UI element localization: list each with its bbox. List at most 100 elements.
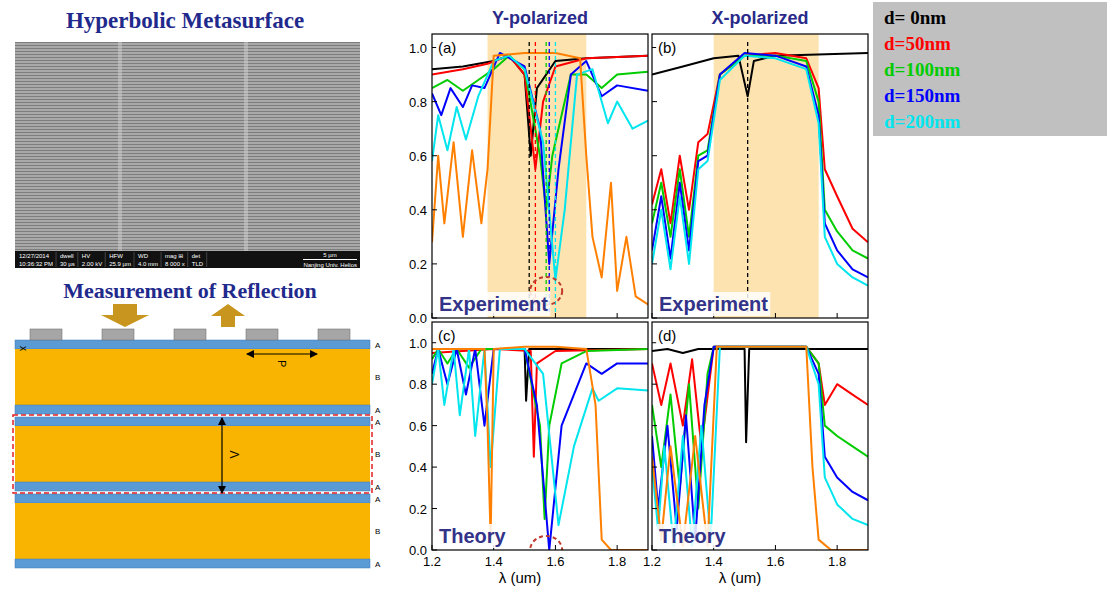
figure: 0.00.20.40.60.81.0(a)ExperimentY-polariz… [0, 0, 1112, 590]
x-tick [617, 313, 618, 318]
y-tick [432, 209, 437, 210]
y-tick-label: 0.6 [409, 149, 427, 164]
sem-info-value: 10:36:32 PM [19, 261, 53, 267]
y-tick [432, 384, 437, 385]
y-tick [432, 263, 437, 264]
y-tick-label: 0.8 [409, 95, 427, 110]
layer [15, 559, 370, 568]
highlight-circle [530, 536, 562, 550]
layer-label: A [375, 495, 381, 504]
x-tick [652, 313, 653, 318]
incident-arrow [101, 304, 149, 327]
y-tick-label: 1.0 [409, 336, 427, 351]
sem-info-head: mag ⊞ [165, 253, 183, 259]
unit-cell-box [13, 415, 372, 493]
layer-label: B [375, 527, 380, 536]
sem-info-value: 25.9 µm [109, 261, 131, 267]
y-tick [432, 425, 437, 426]
axis-label: x [18, 346, 29, 351]
legend-entry: d= 0nm [884, 7, 946, 28]
x-axis-title: λ (um) [719, 569, 762, 586]
sem-info-value: 2.00 kV [82, 261, 102, 267]
legend-entry: d=200nm [884, 111, 960, 132]
layer-label: A [375, 483, 381, 492]
marker-line [747, 42, 748, 314]
x-tick [432, 313, 433, 318]
series-line [652, 53, 868, 96]
text-patch [437, 292, 550, 316]
x-tick [837, 545, 838, 550]
left-panel: Hyperbolic Metasurface12/27/201410:36:32… [13, 8, 381, 569]
sem-divider [134, 252, 135, 267]
x-tick-label: 1.6 [766, 554, 784, 569]
grating [174, 329, 206, 340]
sem-band [118, 42, 122, 252]
panel-title: X-polarized [711, 8, 808, 28]
layer [15, 405, 370, 414]
text-patch [436, 326, 458, 345]
series-line [432, 349, 648, 550]
layer [15, 340, 370, 349]
x-tick-label: 1.4 [485, 554, 503, 569]
legend-box [873, 2, 1107, 136]
x-tick [617, 545, 618, 550]
y-tick [652, 425, 657, 426]
x-tick [432, 545, 433, 550]
y-tick [652, 550, 657, 551]
sem-info-head: dwell [60, 253, 74, 259]
sem-image [15, 42, 360, 268]
y-tick [652, 467, 657, 468]
plot-bg [432, 322, 648, 550]
y-tick [652, 155, 657, 156]
layer-label: A [375, 341, 381, 350]
sem-divider [206, 252, 207, 267]
y-tick [432, 101, 437, 102]
text-patch [436, 38, 458, 57]
marker-line [529, 42, 530, 314]
series-line [432, 347, 648, 550]
sem-info-bar [15, 251, 360, 268]
text-patch [656, 38, 678, 57]
layer [15, 482, 370, 491]
sem-scale-bar [303, 259, 357, 260]
plot-bg [432, 34, 648, 318]
y-tick-label: 0.0 [409, 311, 427, 326]
y-tick [652, 263, 657, 264]
sem-info-head: HFW [109, 253, 123, 259]
highlight-band [714, 34, 819, 318]
annotation: Theory [659, 525, 727, 547]
y-tick-label: 0.0 [409, 543, 427, 558]
y-tick-label: 0.6 [409, 419, 427, 434]
y-tick-label: 0.2 [409, 502, 427, 517]
sem-divider [56, 252, 57, 267]
layer [15, 349, 370, 405]
y-tick [432, 318, 437, 319]
sem-scale-label: 5 µm [323, 252, 336, 258]
sem-info-head: det [192, 253, 201, 259]
x-tick-label: 1.8 [608, 554, 626, 569]
sem-info-value: 30 µs [60, 261, 75, 267]
y-tick [432, 467, 437, 468]
panel: 1.21.41.61.80.00.20.40.60.81.0(c)Theoryλ… [409, 322, 648, 586]
panel-title: Y-polarized [492, 8, 588, 28]
sem-info-value: 8 000 x [165, 261, 185, 267]
x-tick [837, 313, 838, 318]
sem-band [244, 42, 248, 252]
plot-frame [432, 34, 648, 318]
sem-divider [105, 252, 106, 267]
layer-label: B [375, 373, 380, 382]
sem-info-head: HV [82, 253, 90, 259]
panel: (b)ExperimentX-polarized [652, 8, 868, 318]
plot-area [652, 34, 868, 318]
layer-label: A [375, 560, 381, 569]
y-tick [652, 318, 657, 319]
panel-label: (b) [658, 39, 676, 56]
x-tick-label: 1.8 [828, 554, 846, 569]
x-tick [555, 545, 556, 550]
sem-info-value: TLD [192, 261, 204, 267]
grating [318, 329, 350, 340]
sem-divider [77, 252, 78, 267]
legend: d= 0nmd=50nmd=100nmd=150nmd=200nm [873, 2, 1107, 136]
series-line [432, 349, 648, 401]
plot-bg [652, 34, 868, 318]
